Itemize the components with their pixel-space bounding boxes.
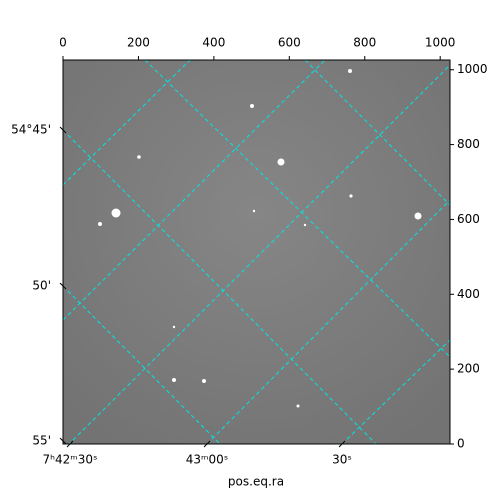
x-tick-label: 200 bbox=[127, 36, 150, 50]
dec-tick bbox=[59, 126, 67, 134]
dec-tick bbox=[59, 282, 67, 290]
y-tick-label: 1000 bbox=[457, 62, 488, 76]
x-tick-label: 0 bbox=[59, 36, 67, 50]
dec-label: 54°45' bbox=[11, 123, 51, 137]
y-tick-label: 0 bbox=[457, 437, 465, 451]
image bbox=[63, 60, 450, 444]
ra-label: 7ʰ42ᵐ30ˢ bbox=[43, 453, 98, 467]
ra-label: 30ˢ bbox=[332, 453, 352, 467]
x-tick-label: 1000 bbox=[425, 36, 456, 50]
x-axis-label: pos.eq.ra bbox=[228, 475, 284, 489]
ra-tick bbox=[338, 440, 346, 448]
y-tick-label: 800 bbox=[457, 137, 480, 151]
ra-tick bbox=[66, 440, 74, 448]
coordinate-grid bbox=[63, 60, 450, 444]
dec-label: 55' bbox=[32, 434, 51, 448]
x-tick-label: 400 bbox=[202, 36, 225, 50]
axes-frame bbox=[62, 59, 451, 445]
y-tick-label: 200 bbox=[457, 362, 480, 376]
dec-tick bbox=[59, 437, 67, 445]
x-tick-label: 600 bbox=[278, 36, 301, 50]
y-tick-label: 600 bbox=[457, 212, 480, 226]
y-tick-label: 400 bbox=[457, 287, 480, 301]
dec-label: 50' bbox=[32, 279, 51, 293]
ra-tick bbox=[203, 440, 211, 448]
ra-label: 43ᵐ00ˢ bbox=[186, 453, 229, 467]
stars bbox=[98, 69, 422, 408]
x-tick-label: 800 bbox=[353, 36, 376, 50]
